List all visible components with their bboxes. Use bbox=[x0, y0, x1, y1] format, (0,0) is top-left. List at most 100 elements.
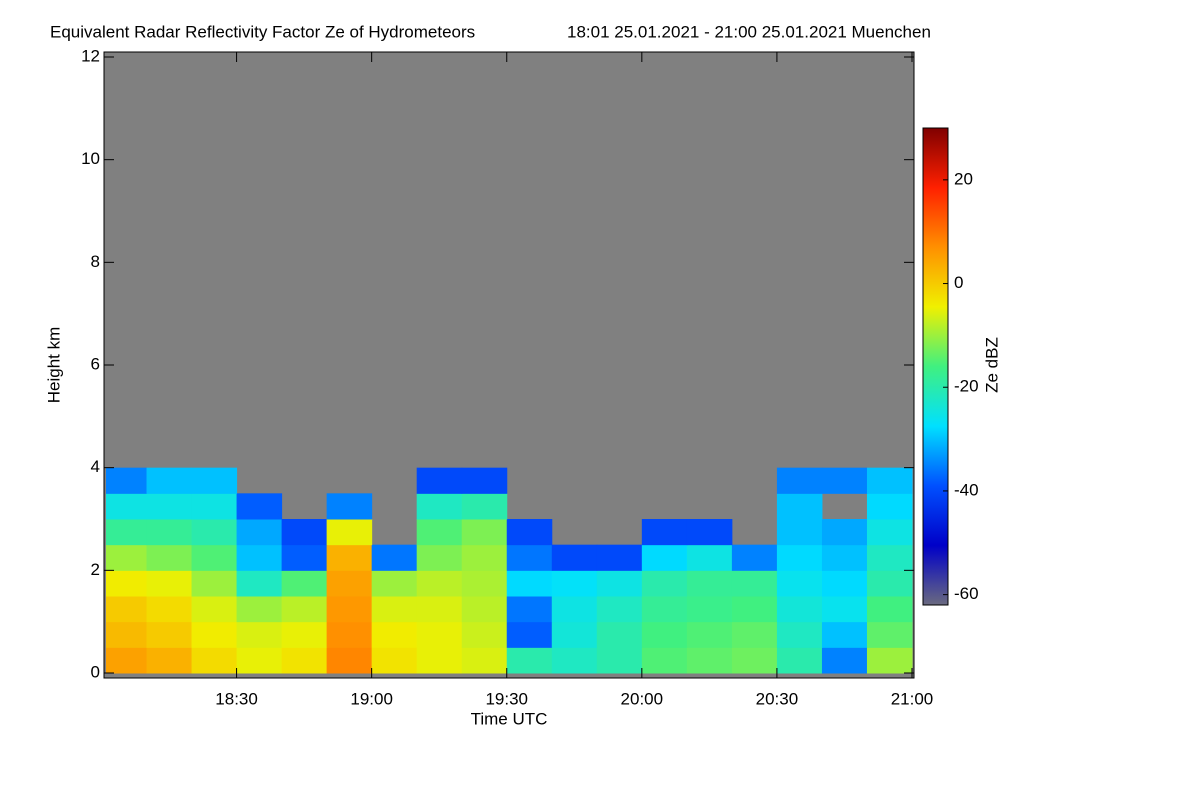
heatmap-cell bbox=[236, 596, 283, 623]
colorbar-tick-label: 0 bbox=[954, 273, 963, 292]
x-tick-label: 21:00 bbox=[891, 689, 934, 708]
heatmap-cell bbox=[641, 519, 688, 546]
heatmap-cell bbox=[146, 596, 193, 623]
heatmap-cell bbox=[146, 467, 193, 494]
y-tick-label: 6 bbox=[91, 354, 100, 373]
y-tick-label: 4 bbox=[91, 457, 100, 476]
heatmap-cell bbox=[461, 621, 508, 648]
heatmap-cell bbox=[326, 621, 373, 648]
heatmap-cell bbox=[506, 570, 553, 597]
heatmap-cell bbox=[686, 647, 733, 674]
heatmap-cell bbox=[641, 647, 688, 674]
heatmap-cell bbox=[326, 570, 373, 597]
heatmap-cell bbox=[191, 647, 238, 674]
x-tick-label: 20:30 bbox=[756, 689, 799, 708]
x-tick-label: 18:30 bbox=[215, 689, 258, 708]
heatmap-cell bbox=[821, 544, 868, 571]
heatmap-cell bbox=[236, 544, 283, 571]
heatmap-cell bbox=[236, 519, 283, 546]
heatmap-cell bbox=[281, 621, 328, 648]
heatmap-cell bbox=[461, 570, 508, 597]
heatmap-cell bbox=[776, 493, 823, 520]
colorbar-label: Ze dBZ bbox=[982, 337, 1001, 393]
heatmap-cell bbox=[416, 493, 463, 520]
heatmap-cell bbox=[776, 570, 823, 597]
heatmap-cell bbox=[106, 519, 148, 546]
heatmap-cell bbox=[461, 519, 508, 546]
heatmap-cell bbox=[641, 621, 688, 648]
heatmap-cell bbox=[416, 570, 463, 597]
heatmap-cell bbox=[866, 467, 913, 494]
y-tick-label: 12 bbox=[81, 46, 100, 65]
heatmap-cell bbox=[866, 596, 913, 623]
heatmap-cell bbox=[281, 544, 328, 571]
y-tick-label: 10 bbox=[81, 149, 100, 168]
heatmap-cell bbox=[551, 621, 598, 648]
heatmap-cell bbox=[146, 647, 193, 674]
x-tick-label: 20:00 bbox=[621, 689, 664, 708]
heatmap-cell bbox=[866, 493, 913, 520]
chart-subtitle: 18:01 25.01.2021 - 21:00 25.01.2021 Muen… bbox=[567, 22, 931, 41]
heatmap-cell bbox=[731, 544, 778, 571]
y-tick-label: 2 bbox=[91, 560, 100, 579]
heatmap-cell bbox=[146, 544, 193, 571]
heatmap-cell bbox=[236, 570, 283, 597]
heatmap-cell bbox=[596, 647, 643, 674]
heatmap-cell bbox=[106, 544, 148, 571]
heatmap-cell bbox=[821, 519, 868, 546]
heatmap-cell bbox=[236, 647, 283, 674]
heatmap-cell bbox=[371, 621, 418, 648]
heatmap-cell bbox=[146, 493, 193, 520]
x-tick-label: 19:00 bbox=[350, 689, 393, 708]
heatmap-cell bbox=[506, 647, 553, 674]
heatmap-cell bbox=[596, 596, 643, 623]
heatmap-cell bbox=[416, 467, 463, 494]
heatmap-cell bbox=[146, 570, 193, 597]
chart-title: Equivalent Radar Reflectivity Factor Ze … bbox=[50, 22, 475, 41]
heatmap-cell bbox=[326, 544, 373, 571]
heatmap-cell bbox=[461, 544, 508, 571]
heatmap-cell bbox=[641, 596, 688, 623]
heatmap-cell bbox=[416, 621, 463, 648]
heatmap-cell bbox=[506, 621, 553, 648]
heatmap-cell bbox=[236, 621, 283, 648]
heatmap-cell bbox=[191, 596, 238, 623]
heatmap-cell bbox=[506, 596, 553, 623]
x-axis-label: Time UTC bbox=[471, 709, 548, 728]
heatmap-cell bbox=[776, 519, 823, 546]
heatmap-cell bbox=[551, 544, 598, 571]
colorbar-tick-label: -20 bbox=[954, 377, 979, 396]
heatmap-cell bbox=[416, 596, 463, 623]
heatmap-cell bbox=[506, 519, 553, 546]
heatmap-cell bbox=[866, 647, 913, 674]
colorbar-tick-label: -60 bbox=[954, 584, 979, 603]
heatmap-cell bbox=[281, 596, 328, 623]
heatmap-cell bbox=[686, 544, 733, 571]
heatmap-cell bbox=[236, 493, 283, 520]
heatmap-cell bbox=[461, 647, 508, 674]
heatmap-cell bbox=[326, 596, 373, 623]
heatmap-cell bbox=[416, 647, 463, 674]
heatmap-cell bbox=[821, 596, 868, 623]
heatmap-cell bbox=[821, 621, 868, 648]
heatmap-cell bbox=[551, 570, 598, 597]
heatmap-cell bbox=[281, 519, 328, 546]
heatmap-cell bbox=[641, 570, 688, 597]
heatmap-cell bbox=[106, 493, 148, 520]
heatmap-cell bbox=[106, 596, 148, 623]
heatmap-cell bbox=[326, 519, 373, 546]
heatmap-cell bbox=[281, 647, 328, 674]
heatmap-cell bbox=[146, 519, 193, 546]
heatmap-cell bbox=[461, 467, 508, 494]
heatmap-cell bbox=[866, 519, 913, 546]
heatmap-cell bbox=[776, 467, 823, 494]
heatmap-cell bbox=[461, 493, 508, 520]
heatmap-cell bbox=[146, 621, 193, 648]
heatmap-cell bbox=[106, 467, 148, 494]
heatmap-cell bbox=[416, 544, 463, 571]
y-axis-label: Height km bbox=[44, 327, 63, 404]
heatmap-cell bbox=[371, 647, 418, 674]
heatmap-cell bbox=[551, 596, 598, 623]
heatmap-cell bbox=[821, 570, 868, 597]
